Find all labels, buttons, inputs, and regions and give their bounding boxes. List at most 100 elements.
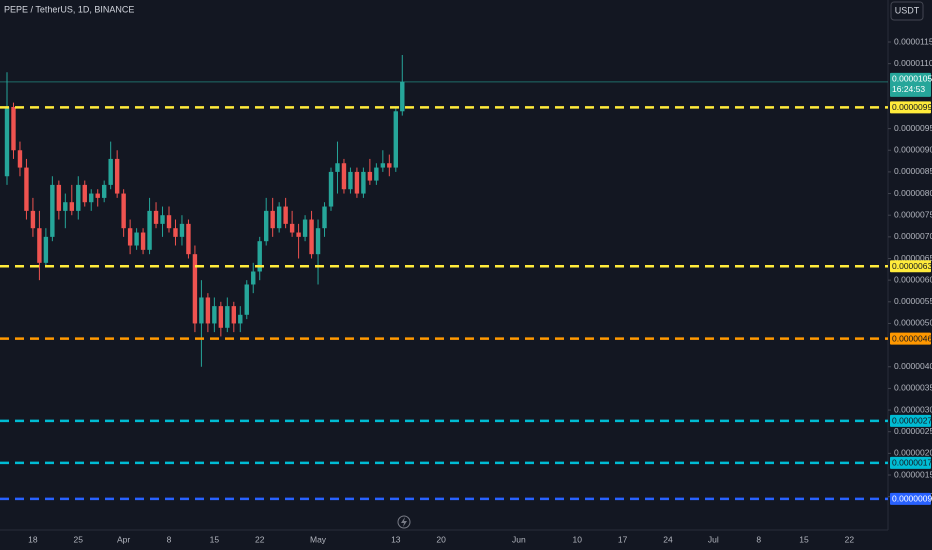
candle-body — [82, 184, 87, 203]
candle-body — [102, 184, 107, 198]
level-label: 0.00000275 — [892, 416, 932, 426]
candle-body — [50, 184, 55, 237]
candle-body — [257, 241, 262, 272]
candle-body — [76, 184, 81, 211]
candle-body — [140, 232, 146, 250]
candle-body — [147, 210, 152, 250]
x-tick-label: 8 — [756, 534, 761, 544]
candle-body — [153, 210, 159, 224]
candle-body — [4, 106, 10, 177]
level-label-box — [890, 332, 931, 345]
level-label-box — [890, 492, 931, 505]
x-tick-label: May — [310, 534, 327, 544]
level-label: 0.00000095 — [892, 494, 932, 504]
currency-label[interactable]: USDT — [895, 5, 920, 15]
candle-body — [218, 306, 224, 328]
candle-body — [127, 228, 133, 246]
candle-body — [89, 193, 94, 203]
candle-body — [354, 171, 360, 194]
candle-body — [400, 81, 405, 112]
x-tick-label: 25 — [74, 534, 84, 544]
candle-body — [11, 106, 16, 151]
x-tick-label: Jul — [708, 534, 719, 544]
level-label: 0.00000999 — [892, 102, 932, 112]
x-tick-label: 17 — [618, 534, 628, 544]
x-tick-label: 24 — [663, 534, 673, 544]
level-label: 0.00000632 — [892, 261, 932, 271]
candle-body — [160, 215, 165, 224]
candle-body — [192, 254, 198, 324]
candle-body — [37, 228, 42, 263]
level-label-box — [890, 260, 931, 273]
candle-body — [348, 171, 353, 190]
candle-body — [199, 297, 204, 324]
candle-body — [63, 202, 68, 211]
x-tick-label: 10 — [573, 534, 583, 544]
candle-body — [315, 228, 321, 255]
candle-body — [186, 223, 191, 255]
candle-body — [231, 306, 236, 324]
candle-body — [367, 171, 373, 181]
candle-body — [335, 163, 340, 172]
level-label-box — [890, 414, 931, 427]
candle-body — [24, 167, 29, 211]
candle-body — [309, 219, 314, 255]
candle-body — [166, 215, 172, 229]
candle-body — [114, 158, 120, 194]
x-tick-label: 18 — [28, 534, 38, 544]
x-tick-label: 22 — [845, 534, 855, 544]
lightning-icon — [397, 515, 411, 529]
candle-body — [374, 167, 379, 181]
x-tick-label: Jun — [512, 534, 526, 544]
candle-body — [134, 232, 139, 246]
level-label-box — [890, 101, 931, 114]
candle-body — [393, 111, 398, 168]
candle-body — [212, 306, 217, 324]
candle-body — [238, 314, 243, 324]
candle-body — [56, 184, 62, 211]
candle-body — [341, 163, 347, 190]
x-tick-label: 8 — [167, 534, 172, 544]
candle-body — [264, 210, 269, 242]
candle-body — [43, 236, 49, 263]
candle-body — [387, 163, 392, 168]
currency-button[interactable] — [890, 1, 924, 21]
candle-body — [205, 297, 211, 324]
candle-body — [108, 158, 113, 185]
x-tick-label: 15 — [799, 534, 809, 544]
level-label: 0.00000178 — [892, 458, 932, 468]
candle-body — [302, 219, 308, 237]
candle-body — [17, 150, 23, 168]
candle-body — [121, 193, 126, 229]
candle-body — [69, 202, 74, 211]
candle-body — [283, 206, 288, 224]
candle-body — [361, 171, 366, 194]
candle-body — [244, 284, 249, 315]
last-price-label: 0.00001058 — [892, 74, 932, 84]
y-tick-label: 0.00001150 — [894, 36, 932, 46]
candle-body — [289, 223, 295, 233]
chart-title: PEPE / TetherUS, 1D, BINANCE — [4, 4, 134, 14]
last-price-box — [890, 72, 931, 97]
candle-body — [95, 193, 100, 198]
candle-body — [225, 306, 230, 328]
level-label: 0.00000465 — [892, 333, 932, 343]
x-tick-label: 20 — [436, 534, 446, 544]
